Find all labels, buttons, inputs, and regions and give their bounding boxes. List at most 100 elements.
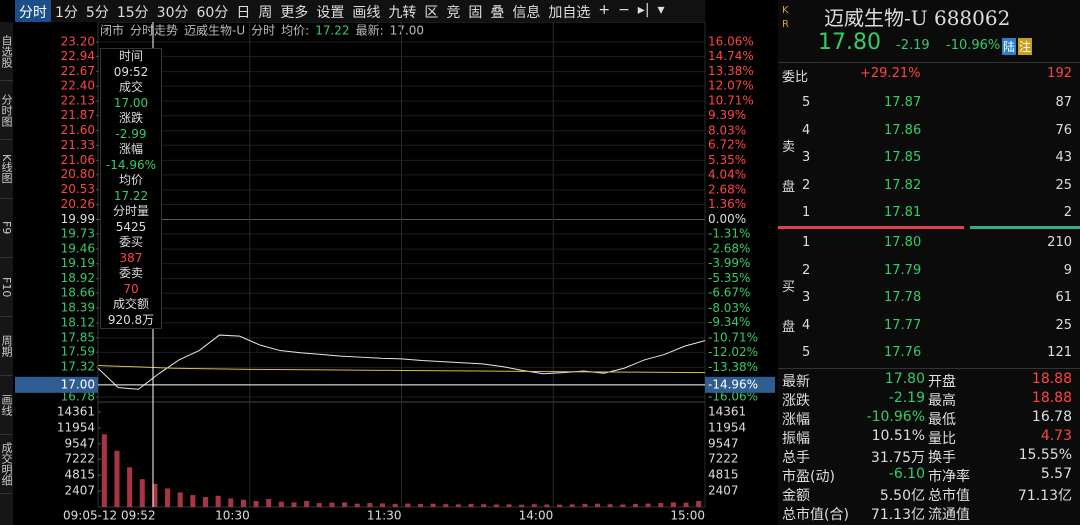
stat-value: 16.78: [1031, 409, 1072, 425]
level: 2: [802, 262, 811, 278]
toolbar-tab[interactable]: 15分: [116, 5, 149, 21]
volume-bar: [127, 467, 133, 507]
chart-header: 均价:: [281, 24, 309, 38]
stat-label: 量比: [928, 431, 956, 447]
y2-tick-label: 8.03%: [708, 123, 746, 137]
y2-tick-label: -5.35%: [708, 271, 750, 285]
toolbar-tab[interactable]: +: [598, 2, 611, 18]
stat-label: 市盈(动): [782, 469, 835, 485]
volume-bar: [670, 502, 676, 507]
stat-value: -6.10: [888, 466, 925, 482]
price: 17.78: [884, 290, 922, 305]
sidebar-item[interactable]: K线图: [0, 140, 13, 199]
volume-bar: [468, 504, 474, 507]
toolbar-tab[interactable]: 30分: [156, 5, 189, 21]
ratio: +29.21%: [860, 66, 921, 81]
y-tick-label: 18.39: [61, 300, 95, 314]
toolbar-tab[interactable]: 1分: [55, 5, 78, 21]
sidebar-item[interactable]: 画线: [0, 376, 13, 435]
stat-label: 总手: [782, 450, 810, 466]
price: 17.86: [884, 122, 922, 138]
volume-bar: [620, 504, 626, 507]
chart-header: 分时走势: [130, 24, 178, 38]
y-tick-label: 22.13: [61, 94, 95, 108]
sidebar-item[interactable]: 周期: [0, 317, 13, 376]
sell-row: 3 17.85 43: [778, 145, 1080, 171]
stat-label: 最新: [782, 374, 810, 390]
volume-bar: [329, 502, 335, 507]
toolbar-tab[interactable]: 竞: [446, 5, 461, 21]
toolbar-tab[interactable]: 5分: [85, 5, 109, 21]
book-sep: [970, 226, 1080, 229]
y-tick-label: 16.78: [61, 390, 95, 404]
tooltip: 时间 09:52 成交 17.00 涨跌 -2.99 涨幅 -14.96% 均价 17.22 分时量…: [100, 48, 162, 329]
y2-tick-label: 16.06%: [708, 35, 754, 49]
y-tick-label: 17.32: [61, 360, 95, 374]
stat-label: 最低: [928, 412, 956, 428]
volume-bar: [645, 503, 651, 507]
toolbar-tab[interactable]: 周: [258, 5, 273, 21]
v-tick-label-right: 11954: [708, 420, 746, 434]
stat-value: 71.13亿: [1017, 488, 1072, 504]
toolbar-tab[interactable]: 信息: [512, 5, 541, 21]
toolbar-tab[interactable]: 画线: [352, 5, 381, 21]
volume-bar: [544, 504, 550, 507]
toolbar-tab[interactable]: 60分: [196, 5, 229, 21]
sidebar: 自选股 分时图 K线图 F9 F10 周期 画线 成交明细: [0, 22, 13, 525]
toolbar-tab[interactable]: 加自选: [548, 5, 591, 21]
volume-bar: [177, 492, 183, 507]
price: 17.77: [884, 317, 922, 333]
y-tick-label: 19.99: [61, 212, 95, 226]
toolbar-tab[interactable]: 日: [236, 5, 251, 21]
ratio-diff: 192: [1047, 66, 1072, 81]
volume: 76: [1055, 122, 1072, 138]
stat-value: 71.13亿: [870, 507, 925, 523]
sidebar-item[interactable]: 自选股: [0, 22, 13, 81]
price: 17.87: [884, 95, 922, 110]
stat-value: 17.80: [884, 371, 925, 387]
volume-bar: [342, 502, 348, 507]
volume-bar: [430, 503, 436, 507]
toolbar-tab[interactable]: ▾: [657, 2, 665, 18]
tooltip-label: 涨幅: [118, 142, 143, 156]
toolbar-tab[interactable]: 九转: [388, 5, 417, 21]
tooltip-value: 09:52: [113, 64, 149, 79]
volume: 43: [1055, 150, 1072, 165]
crosshair-time: 09:05-12 09:52: [63, 509, 156, 523]
toolbar-tab[interactable]: 固: [468, 5, 483, 21]
y2-tick-label: 2.68%: [708, 182, 746, 196]
y2-tick-label: 13.38%: [708, 64, 754, 78]
y-tick-label: 19.46: [61, 241, 95, 255]
sidebar-item[interactable]: F9: [0, 199, 13, 258]
level: 1: [802, 235, 811, 250]
toolbar-tab[interactable]: 区: [424, 5, 439, 21]
sidebar-item[interactable]: F10: [0, 258, 13, 317]
price: 17.76: [884, 345, 922, 360]
volume-bar: [417, 504, 423, 507]
toolbar-tab[interactable]: −: [618, 2, 630, 18]
volume-bar: [354, 503, 360, 507]
level: 4: [802, 317, 811, 333]
toolbar-tab[interactable]: 更多: [280, 5, 309, 21]
volume-bar: [266, 499, 272, 507]
tooltip-label: 涨跌: [118, 111, 143, 125]
toolbar-tab[interactable]: 设置: [316, 5, 345, 21]
volume-bar: [531, 504, 537, 507]
toolbar-tab[interactable]: 分时: [15, 0, 51, 22]
sidebar-item[interactable]: 成交明细: [0, 435, 13, 494]
y-tick-label: 22.67: [61, 64, 95, 78]
y-tick-label: 19.19: [61, 256, 95, 270]
volume-bar: [455, 504, 461, 507]
volume-bar: [215, 495, 221, 507]
toolbar-tab[interactable]: ▸|: [637, 2, 650, 18]
v-tick-label-right: 7222: [708, 452, 739, 466]
sidebar-item[interactable]: 分时图: [0, 81, 13, 140]
toolbar-tab[interactable]: 叠: [490, 5, 505, 21]
y-tick-label: 21.33: [61, 138, 95, 152]
volume-bar: [405, 503, 411, 507]
v-tick-label-right: 4815: [708, 468, 739, 482]
tooltip-value: -2.99: [115, 126, 147, 141]
volume: 9: [1063, 262, 1072, 278]
stat-value: 10.51%: [871, 428, 925, 444]
v-tick-label-right: 9547: [708, 436, 739, 450]
